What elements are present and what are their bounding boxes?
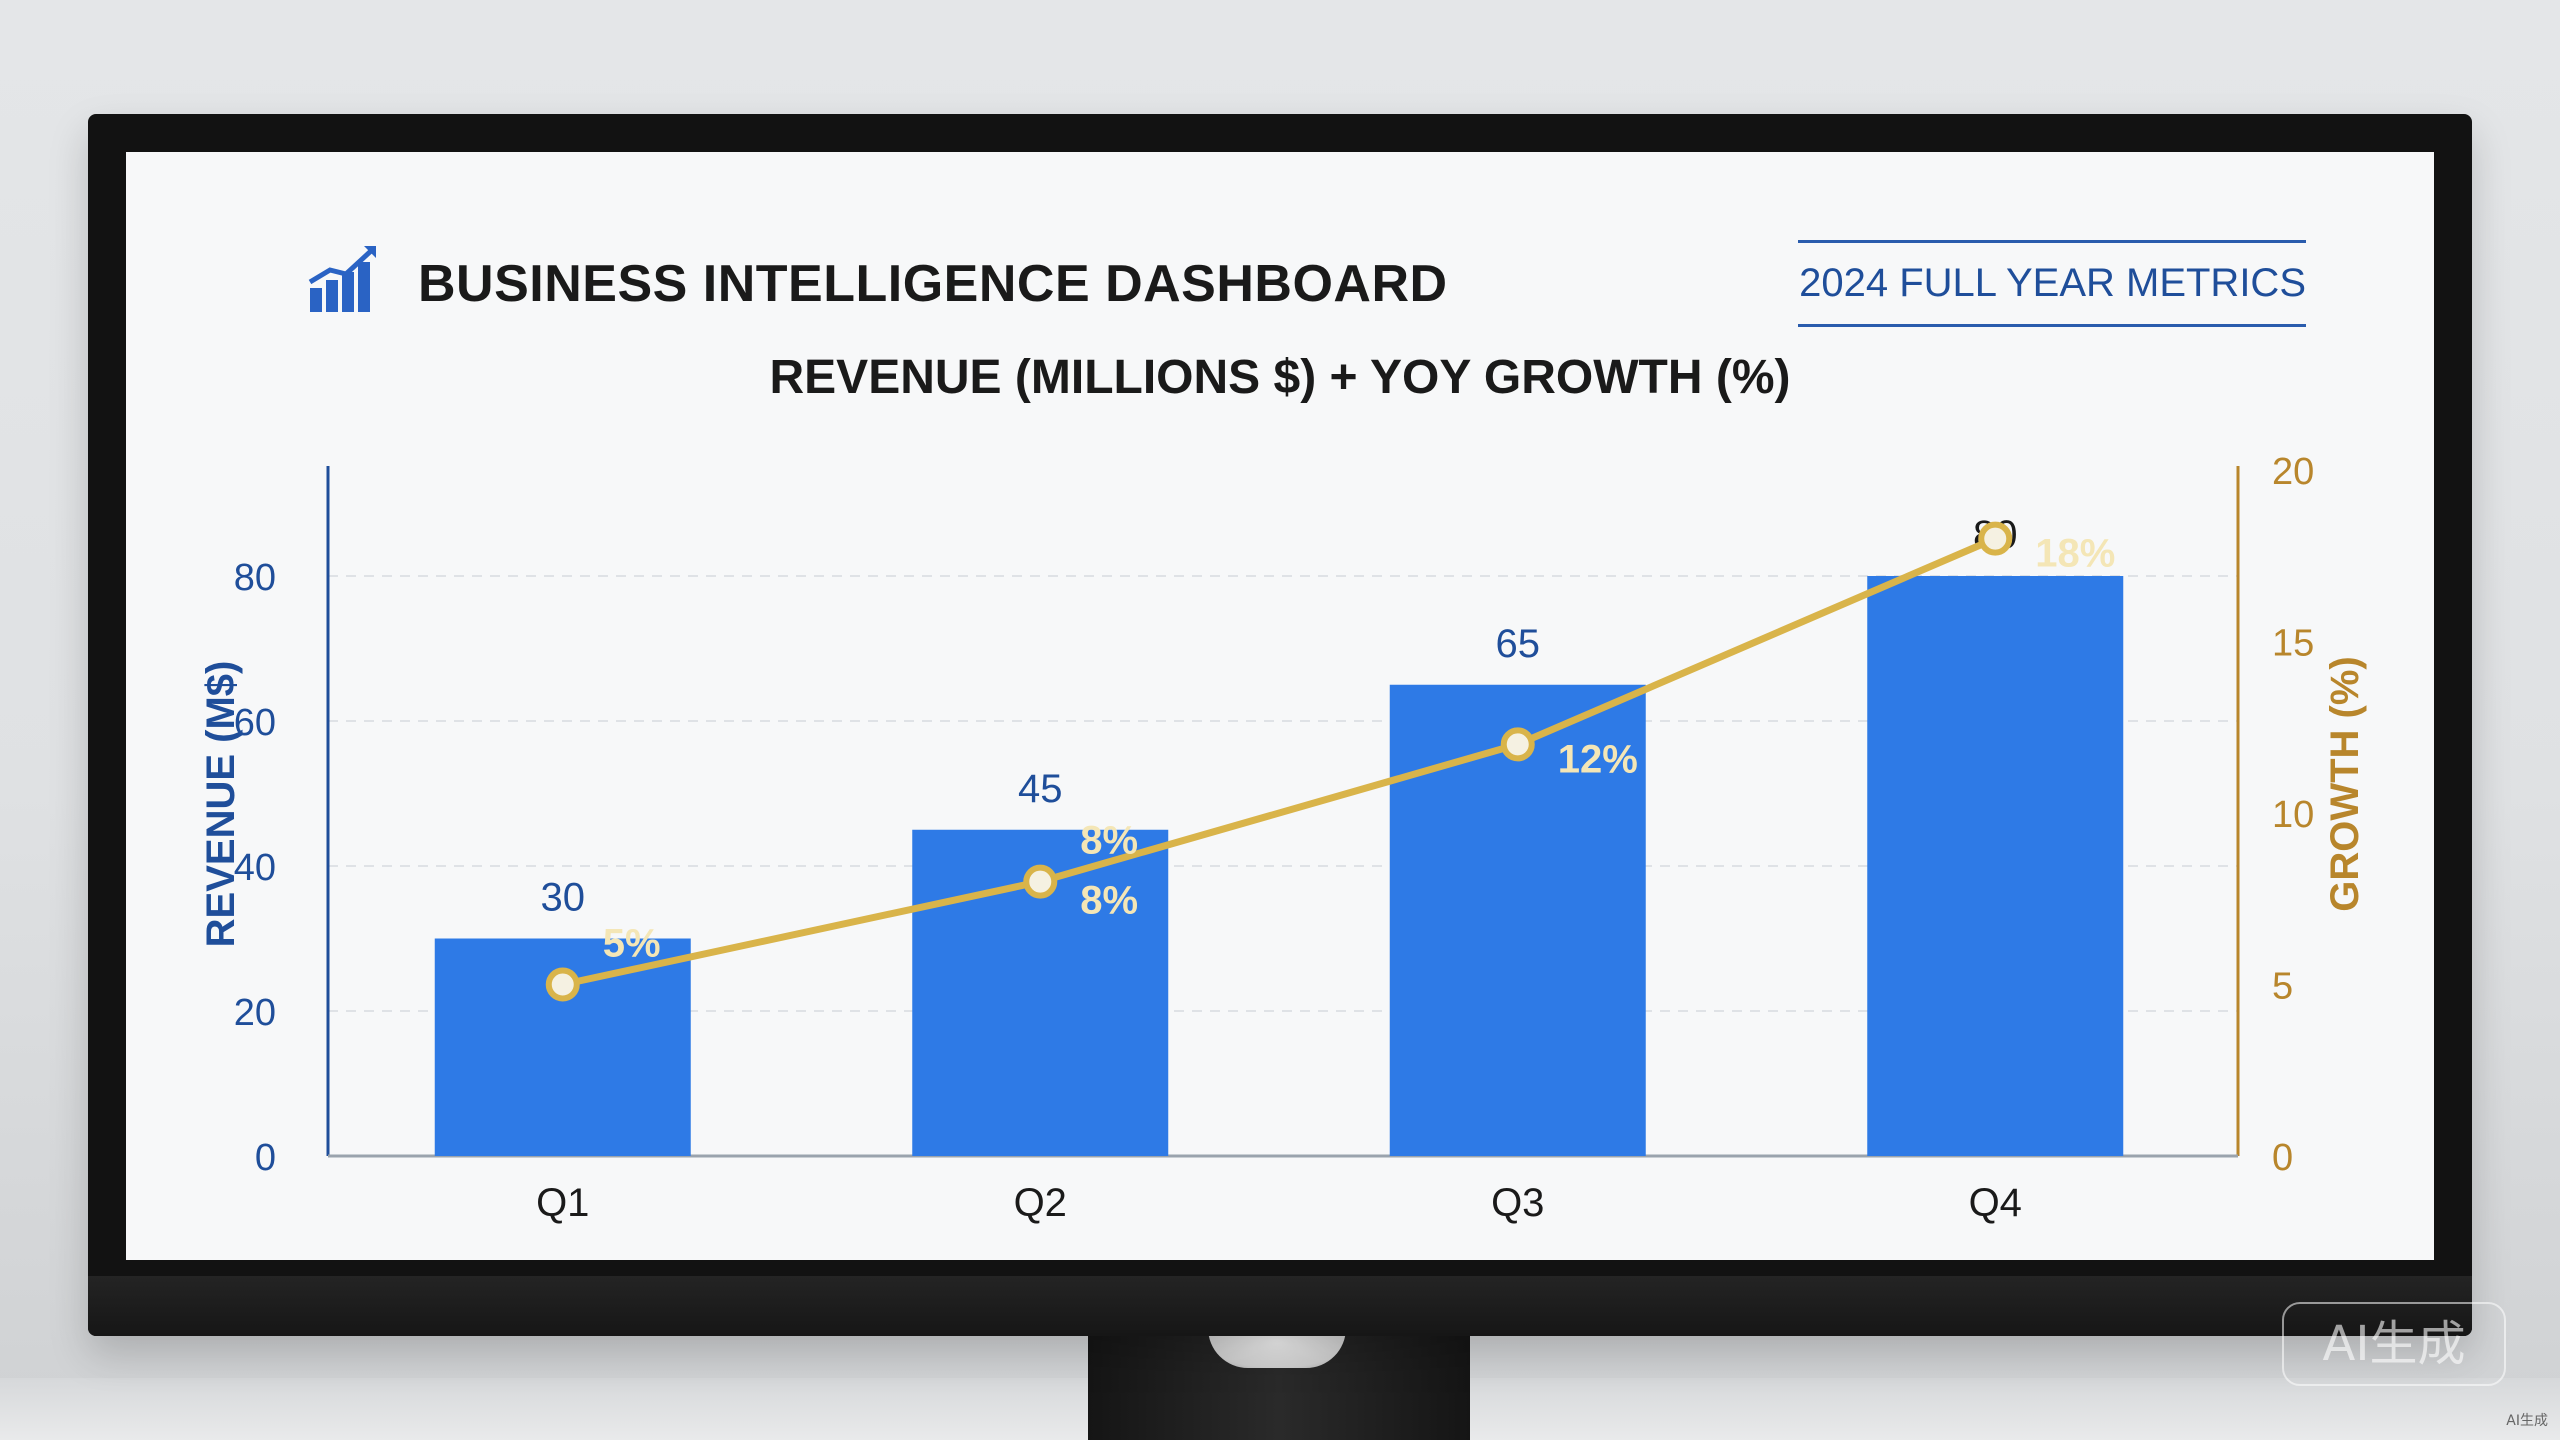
dashboard-screen: BUSINESS INTELLIGENCE DASHBOARD 2024 FUL… <box>126 152 2434 1260</box>
growth-label: 8% <box>1080 819 1138 863</box>
growth-point <box>1023 864 1058 899</box>
x-tick-label: Q4 <box>1969 1181 2022 1225</box>
left-tick-label: 20 <box>234 992 276 1034</box>
left-tick-label: 40 <box>234 847 276 889</box>
right-tick-label: 0 <box>2272 1137 2293 1179</box>
growth-point <box>1978 521 2013 556</box>
chart-title: REVENUE (MILLIONS $) + YOY GROWTH (%) <box>769 351 1791 404</box>
corner-watermark: AI生成 <box>2506 1413 2548 1429</box>
growth-label: 5% <box>603 922 661 966</box>
revenue-bar <box>1389 684 1646 1156</box>
period-label: 2024 FULL YEAR METRICS <box>1798 240 2306 327</box>
left-tick-label: 80 <box>234 557 276 599</box>
revenue-bar <box>1867 576 2124 1156</box>
right-tick-label: 10 <box>2272 794 2314 836</box>
growth-extra-label: 8% <box>1080 879 1138 923</box>
growth-point <box>1500 727 1535 762</box>
watermark: AI生成 <box>2282 1302 2506 1386</box>
x-tick-label: Q3 <box>1491 1181 1544 1225</box>
bar-value-label: 30 <box>541 876 586 920</box>
bar-value-label: 65 <box>1496 622 1541 666</box>
bar-chart-icon <box>308 246 376 312</box>
x-tick-label: Q1 <box>536 1181 589 1225</box>
monitor: BUSINESS INTELLIGENCE DASHBOARD 2024 FUL… <box>88 114 2472 1336</box>
dashboard-title: BUSINESS INTELLIGENCE DASHBOARD <box>418 255 1448 313</box>
monitor-chin <box>88 1276 2472 1336</box>
left-tick-label: 60 <box>234 702 276 744</box>
right-tick-label: 15 <box>2272 623 2314 665</box>
left-tick-label: 0 <box>255 1137 276 1179</box>
growth-point <box>545 967 580 1002</box>
growth-label: 12% <box>1558 737 1638 781</box>
growth-label: 18% <box>2035 532 2115 576</box>
right-tick-label: 20 <box>2272 451 2314 493</box>
x-tick-label: Q2 <box>1014 1181 1067 1225</box>
bar-value-label: 45 <box>1018 767 1063 811</box>
right-axis-title: GROWTH (%) <box>2323 656 2367 912</box>
right-tick-label: 5 <box>2272 966 2293 1008</box>
combo-chart: 0 20 40 60 80 0 5 10 15 20 REVENUE (M$) GROWTH (%) 3… <box>199 451 2367 1225</box>
growth-line <box>562 535 1997 988</box>
left-axis-title: REVENUE (M$) <box>199 661 243 948</box>
